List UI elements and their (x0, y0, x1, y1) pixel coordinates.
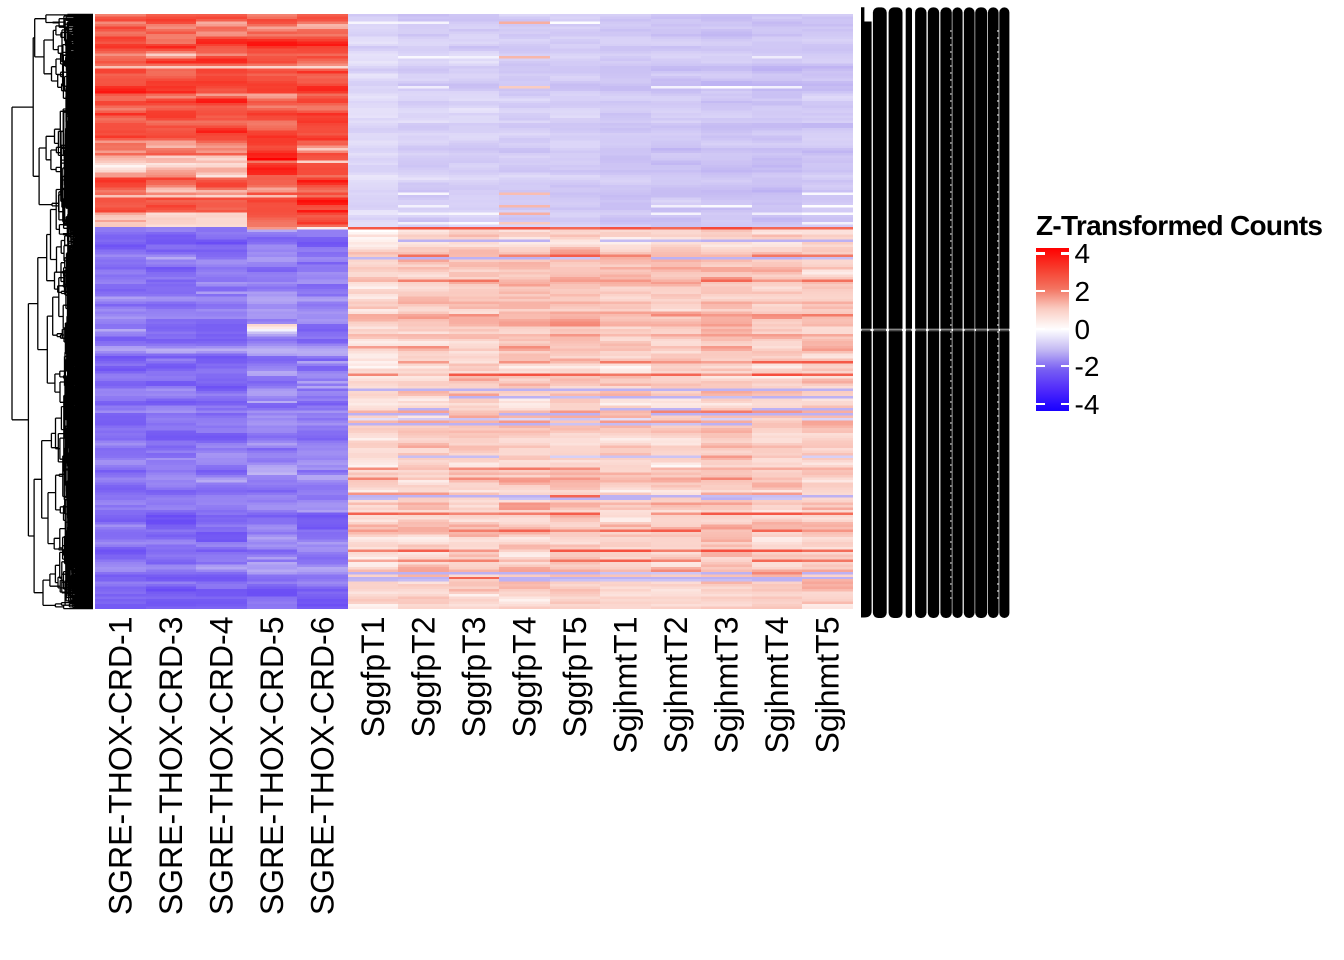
svg-text:SGRE-THOX-CRD-6: SGRE-THOX-CRD-6 (304, 617, 340, 916)
svg-text:SggfpT3: SggfpT3 (456, 617, 492, 738)
svg-text:SggfpT4: SggfpT4 (507, 617, 543, 738)
svg-text:SGRE-THOX-CRD-4: SGRE-THOX-CRD-4 (203, 617, 239, 916)
svg-text:SggfpT2: SggfpT2 (406, 617, 442, 738)
svg-text:SGRE-THOX-CRD-1: SGRE-THOX-CRD-1 (102, 617, 138, 916)
svg-text:SgjhmtT2: SgjhmtT2 (658, 617, 694, 754)
svg-text:SgjhmtT5: SgjhmtT5 (810, 617, 846, 754)
svg-text:SggfpT5: SggfpT5 (557, 617, 593, 738)
svg-text:SGRE-THOX-CRD-3: SGRE-THOX-CRD-3 (153, 617, 189, 916)
svg-text:SgjhmtT1: SgjhmtT1 (608, 617, 644, 754)
svg-text:SGRE-THOX-CRD-5: SGRE-THOX-CRD-5 (254, 617, 290, 916)
svg-text:SgjhmtT4: SgjhmtT4 (759, 617, 795, 754)
svg-text:SgjhmtT3: SgjhmtT3 (709, 617, 745, 754)
svg-text:SggfpT1: SggfpT1 (355, 617, 391, 738)
